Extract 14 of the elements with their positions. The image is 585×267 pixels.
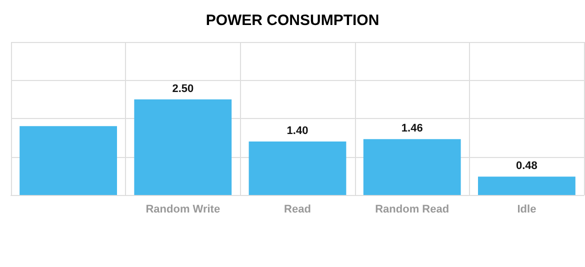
data-label: 2.50 [172, 82, 194, 95]
bar [20, 126, 118, 195]
bar [248, 141, 346, 195]
data-label: 1.40 [286, 124, 308, 137]
bar [134, 99, 232, 195]
x-tick-label: Random Write [146, 204, 220, 216]
chart-title: POWER CONSUMPTION [206, 12, 380, 29]
x-tick-label: Idle [517, 204, 536, 216]
bar [363, 139, 461, 195]
x-tick-label: Random Read [375, 204, 450, 216]
x-tick-label: Read [284, 204, 311, 216]
data-label: 1.46 [401, 122, 423, 135]
bar [478, 176, 576, 195]
data-label: 0.48 [516, 160, 538, 172]
